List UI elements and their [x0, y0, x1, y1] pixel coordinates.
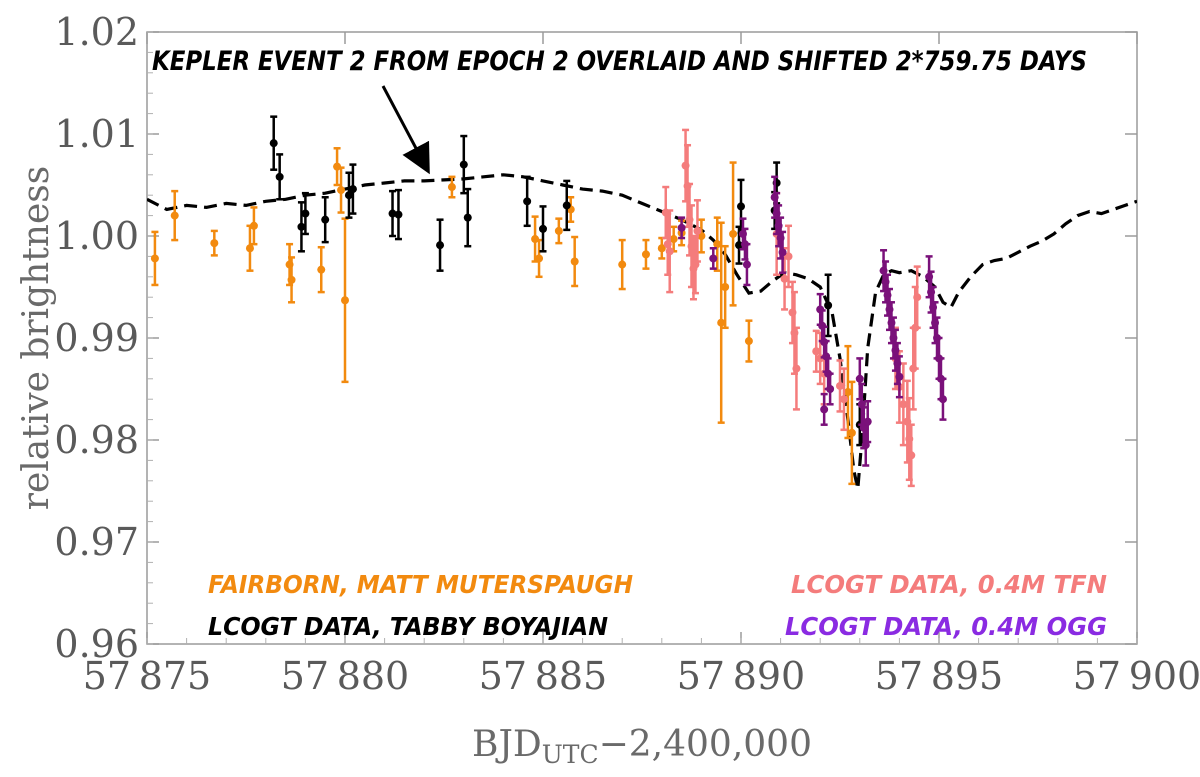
- data-point: [447, 183, 456, 192]
- data-point: [170, 211, 179, 220]
- data-point: [836, 381, 844, 390]
- x-tick-label: 57 900: [1073, 654, 1200, 698]
- data-point: [744, 337, 753, 346]
- data-point: [269, 139, 278, 148]
- data-point: [729, 229, 738, 238]
- data-point: [713, 240, 722, 249]
- x-tick-label: 57 875: [83, 654, 211, 698]
- data-point: [863, 417, 872, 426]
- data-point: [717, 318, 726, 327]
- data-point: [826, 385, 835, 393]
- data-point: [436, 241, 445, 250]
- data-point: [641, 250, 650, 259]
- series-2: [661, 128, 922, 488]
- y-tick-label: 0.97: [54, 520, 139, 564]
- data-point: [895, 372, 904, 381]
- x-axis-title-suffix: −2,400,000: [599, 724, 812, 765]
- kepler-curve-line: [147, 173, 1137, 490]
- data-point: [812, 347, 821, 356]
- data-point: [570, 257, 579, 266]
- plot-frame: [146, 31, 1138, 645]
- data-point: [297, 222, 306, 231]
- data-point: [735, 241, 744, 250]
- data-point: [843, 388, 852, 397]
- data-point: [618, 260, 627, 269]
- data-point: [245, 244, 254, 253]
- data-points: [150, 115, 947, 488]
- data-point: [394, 210, 403, 219]
- series-3: [677, 175, 947, 467]
- legend-ogg: LCOGT DATA, 0.4M OGG: [785, 612, 1107, 641]
- data-point: [737, 202, 745, 211]
- data-point: [210, 239, 219, 248]
- x-tick-label: 57 880: [281, 654, 409, 698]
- y-tick-labels: 0.96 0.97 0.98 0.99 1.00 1.01 1.02: [54, 10, 139, 666]
- data-point: [839, 395, 848, 404]
- data-point: [693, 226, 702, 235]
- x-tick-label: 57 890: [677, 654, 805, 698]
- data-point: [778, 248, 787, 257]
- x-tick-labels: 57 875 57 880 57 885 57 890 57 895 57 900: [83, 654, 1200, 698]
- y-axis-title: relative brightness: [16, 166, 57, 510]
- data-point: [855, 374, 864, 383]
- data-point: [899, 400, 908, 409]
- data-point: [275, 172, 284, 181]
- data-point: [341, 296, 349, 305]
- data-point: [721, 283, 730, 291]
- data-point: [913, 293, 922, 302]
- data-point: [337, 186, 346, 195]
- axis-ticks: [146, 31, 1138, 645]
- data-point: [669, 235, 678, 244]
- data-point: [539, 224, 547, 233]
- legend-tabby: LCOGT DATA, TABBY BOYAJIAN: [208, 612, 608, 641]
- series-0: [150, 147, 856, 486]
- data-point: [388, 209, 397, 218]
- x-tick-label: 57 885: [479, 654, 607, 698]
- series-1: [269, 115, 864, 447]
- data-point: [820, 405, 829, 414]
- data-point: [665, 247, 674, 256]
- data-point: [907, 451, 916, 460]
- data-point: [459, 160, 468, 169]
- data-point: [348, 185, 357, 194]
- data-point: [792, 364, 801, 373]
- data-point: [249, 221, 258, 230]
- x-axis-title-sub: UTC: [542, 740, 599, 769]
- data-point: [321, 215, 330, 224]
- legend-tfn: LCOGT DATA, 0.4M TFN: [791, 570, 1107, 599]
- data-point: [847, 428, 856, 437]
- data-point: [317, 265, 326, 274]
- annotation-arrow: [381, 85, 430, 175]
- y-tick-label: 1.00: [54, 214, 139, 258]
- data-point: [824, 301, 833, 310]
- data-point: [301, 209, 310, 218]
- data-point: [709, 254, 718, 263]
- data-point: [677, 223, 686, 232]
- data-point: [554, 226, 563, 235]
- data-point: [344, 191, 353, 200]
- x-axis-title-main: BJD: [472, 724, 542, 765]
- data-point: [562, 201, 571, 210]
- x-axis-title: BJDUTC−2,400,000: [472, 724, 812, 769]
- legend-fairborn: FAIRBORN, MATT MUTERSPAUGH: [208, 570, 633, 599]
- y-tick-label: 1.02: [54, 10, 139, 54]
- data-point: [784, 252, 793, 261]
- data-point: [657, 244, 666, 253]
- data-point: [523, 197, 532, 206]
- data-point: [463, 213, 472, 222]
- y-tick-label: 1.01: [54, 112, 139, 156]
- data-point: [287, 275, 296, 284]
- y-tick-label: 0.98: [54, 418, 139, 462]
- data-point: [535, 254, 544, 263]
- data-point: [742, 260, 751, 269]
- data-point: [150, 254, 159, 263]
- kepler-annotation: KEPLER EVENT 2 FROM EPOCH 2 OVERLAID AND…: [152, 46, 1087, 77]
- y-tick-label: 0.99: [54, 316, 139, 360]
- x-tick-label: 57 895: [875, 654, 1003, 698]
- data-point: [780, 274, 789, 283]
- data-point: [938, 395, 947, 404]
- y-tick-label: 0.96: [54, 622, 139, 666]
